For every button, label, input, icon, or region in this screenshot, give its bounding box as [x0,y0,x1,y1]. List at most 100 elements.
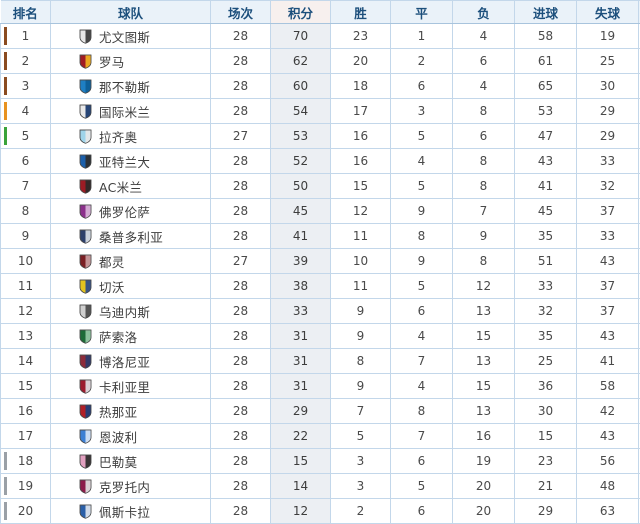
cell-points: 15 [271,449,331,474]
cell-win: 5 [331,424,391,449]
cell-team[interactable]: 巴勒莫 [51,449,211,474]
cell-rank: 16 [1,399,51,424]
cell-win: 12 [331,199,391,224]
cell-team[interactable]: 卡利亚里 [51,374,211,399]
column-header-rank[interactable]: 排名 [1,1,51,24]
column-header-team[interactable]: 球队 [51,1,211,24]
table-row[interactable]: 3那不勒斯28601864653035 [1,74,640,99]
table-row[interactable]: 2罗马28622026612536 [1,49,640,74]
table-row[interactable]: 8佛罗伦萨2845129745378 [1,199,640,224]
cell-goals-against-value: 25 [577,49,638,73]
cell-rank: 19 [1,474,51,499]
cell-goals-against: 25 [577,49,639,74]
cell-points-value: 52 [271,149,330,173]
table-row[interactable]: 7AC米兰2850155841329 [1,174,640,199]
torino-crest [79,254,92,269]
table-row[interactable]: 6亚特兰大28521648433310 [1,149,640,174]
cell-played-value: 28 [211,474,270,498]
cell-goals-for: 29 [515,499,577,524]
column-header-goals-against[interactable]: 失球 [577,1,639,24]
column-header-played[interactable]: 场次 [211,1,271,24]
cell-played-value: 28 [211,99,270,123]
cell-team[interactable]: 亚特兰大 [51,149,211,174]
cell-goals-for: 47 [515,124,577,149]
cell-win: 3 [331,449,391,474]
cell-win: 10 [331,249,391,274]
cell-team[interactable]: 博洛尼亚 [51,349,211,374]
cell-goals-against-value: 37 [577,299,638,323]
column-header-draw[interactable]: 平 [391,1,453,24]
column-header-points[interactable]: 积分 [271,1,331,24]
cell-goals-against-value: 43 [577,424,638,448]
column-header-loss[interactable]: 负 [453,1,515,24]
cell-goals-against-value: 33 [577,224,638,248]
cell-team[interactable]: 切沃 [51,274,211,299]
cell-loss: 13 [453,399,515,424]
cell-rank: 12 [1,299,51,324]
cell-win-value: 5 [331,424,390,448]
table-row[interactable]: 5拉齐奥27531656472918 [1,124,640,149]
cell-points-value: 31 [271,349,330,373]
cell-played: 28 [211,149,271,174]
cell-played: 27 [211,124,271,149]
cell-points: 52 [271,149,331,174]
cell-draw: 6 [391,74,453,99]
cell-played-value: 28 [211,224,270,248]
cell-draw: 3 [391,99,453,124]
cell-team[interactable]: 佛罗伦萨 [51,199,211,224]
table-row[interactable]: 10都灵2739109851438 [1,249,640,274]
sassuolo-crest [79,329,92,344]
cell-rank: 7 [1,174,51,199]
cell-team[interactable]: 克罗托内 [51,474,211,499]
cell-team[interactable]: 乌迪内斯 [51,299,211,324]
cell-team[interactable]: 桑普多利亚 [51,224,211,249]
cell-team[interactable]: 国际米兰 [51,99,211,124]
cell-goals-for-value: 25 [515,349,576,373]
cell-points: 53 [271,124,331,149]
qualification-zone-bar [4,377,7,395]
cell-goals-against-value: 42 [577,399,638,423]
cell-goals-for-value: 47 [515,124,576,148]
team-name: 拉齐奥 [99,127,137,146]
cell-win: 11 [331,274,391,299]
table-row[interactable]: 1尤文图斯28702314581939 [1,24,640,49]
cell-win: 23 [331,24,391,49]
cell-points-value: 54 [271,99,330,123]
cell-team[interactable]: 佩斯卡拉 [51,499,211,524]
table-row[interactable]: 4国际米兰28541738532924 [1,99,640,124]
cell-points-value: 33 [271,299,330,323]
roma-crest [79,54,92,69]
cell-team[interactable]: 拉齐奥 [51,124,211,149]
column-header-goals-for[interactable]: 进球 [515,1,577,24]
cell-team[interactable]: AC米兰 [51,174,211,199]
cell-team[interactable]: 罗马 [51,49,211,74]
cell-goals-for: 51 [515,249,577,274]
table-row[interactable]: 9桑普多利亚2841118935332 [1,224,640,249]
cell-team[interactable]: 恩波利 [51,424,211,449]
team-name: 博洛尼亚 [99,352,150,371]
cell-points-value: 15 [271,449,330,473]
cell-draw: 9 [391,249,453,274]
cell-team[interactable]: 热那亚 [51,399,211,424]
cell-goals-against-value: 58 [577,374,638,398]
column-header-win[interactable]: 胜 [331,1,391,24]
cell-team[interactable]: 萨索洛 [51,324,211,349]
cell-points: 22 [271,424,331,449]
cell-goals-against: 30 [577,74,639,99]
cell-goals-against: 37 [577,299,639,324]
cell-loss: 19 [453,449,515,474]
crotone-crest [79,479,92,494]
cell-team[interactable]: 那不勒斯 [51,74,211,99]
cell-team[interactable]: 都灵 [51,249,211,274]
cell-team[interactable]: 尤文图斯 [51,24,211,49]
